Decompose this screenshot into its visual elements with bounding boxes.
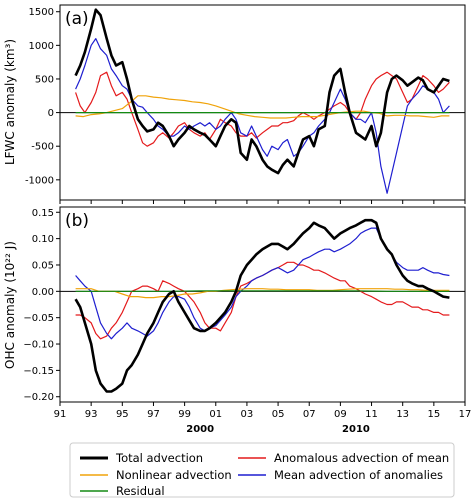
y-tick-label: 0.00 bbox=[32, 287, 54, 298]
x-axis: 91 93 95 97 99 01 03 05 07 09 11 13 15 17 2000 2010 bbox=[54, 409, 472, 435]
y-tick-label: 0.15 bbox=[32, 208, 54, 219]
x-tick-label: 09 bbox=[334, 409, 347, 420]
x-tick-label: 05 bbox=[272, 409, 285, 420]
y-tick-label: −0.20 bbox=[23, 392, 54, 403]
legend: Total advection Anomalous advection of me… bbox=[69, 442, 455, 498]
x-tick-label: 97 bbox=[147, 409, 160, 420]
series-residual-line bbox=[75, 290, 450, 292]
panel-a-label: (a) bbox=[65, 9, 89, 29]
y-tick-label: 500 bbox=[35, 74, 54, 85]
series-mean-advection-of-anomalies-line bbox=[75, 227, 450, 340]
series-nonlinear-advection-line bbox=[75, 288, 450, 299]
series-nonlinear-advection-line bbox=[75, 95, 450, 119]
legend-label: Residual bbox=[116, 484, 165, 498]
panel-a-ylabel: LFWC anomaly (km³) bbox=[3, 39, 17, 165]
y-tick-label: −0.05 bbox=[23, 313, 54, 324]
panel-a-frame bbox=[59, 4, 466, 201]
y-tick-label: 0 bbox=[48, 108, 54, 119]
x-tick-label: 03 bbox=[241, 409, 254, 420]
x-tick-label: 11 bbox=[365, 409, 378, 420]
series-mean-advection-of-anomalies-line bbox=[75, 37, 450, 194]
legend-label: Mean advection of anomalies bbox=[274, 468, 443, 482]
x-tick-label: 01 bbox=[209, 409, 222, 420]
decade-label: 2010 bbox=[342, 424, 370, 435]
x-tick-label: 91 bbox=[54, 409, 67, 420]
y-tick-label: 1000 bbox=[29, 41, 54, 52]
x-tick-label: 99 bbox=[178, 409, 191, 420]
series-anomalous-advection-of-mean-line bbox=[75, 71, 450, 147]
y-tick-label: 1500 bbox=[29, 7, 54, 18]
series-total-advection-line bbox=[74, 8, 450, 175]
x-tick-label: 93 bbox=[85, 409, 98, 420]
series-total-advection-line bbox=[74, 218, 450, 393]
y-tick-label: −0.15 bbox=[23, 366, 54, 377]
y-tick-label: 0.05 bbox=[32, 260, 54, 271]
legend-label: Total advection bbox=[115, 451, 203, 465]
panel-a: (a) LFWC anomaly (km³) -1000 -500 0 500 1000… bbox=[3, 4, 466, 204]
x-tick-label: 95 bbox=[116, 409, 129, 420]
x-tick-label: 07 bbox=[303, 409, 316, 420]
panel-b-frame bbox=[59, 206, 466, 403]
x-tick-label: 17 bbox=[459, 409, 472, 420]
y-tick-label: −0.10 bbox=[23, 340, 54, 351]
y-tick-label: -1000 bbox=[25, 175, 54, 186]
decade-label: 2000 bbox=[186, 424, 214, 435]
panel-b-label: (b) bbox=[65, 211, 89, 231]
panel-b-ylabel: OHC anomaly (10²² J) bbox=[3, 241, 17, 369]
y-tick-label: -500 bbox=[31, 142, 54, 153]
y-tick-label: 0.10 bbox=[32, 234, 54, 245]
x-tick-label: 15 bbox=[427, 409, 440, 420]
legend-frame bbox=[69, 442, 455, 498]
x-tick-label: 13 bbox=[396, 409, 409, 420]
legend-label: Anomalous advection of mean bbox=[274, 451, 449, 465]
panel-b: (b) OHC anomaly (10²² J) −0.20 −0.15 −0.10… bbox=[3, 206, 466, 406]
legend-label: Nonlinear advection bbox=[116, 468, 232, 482]
